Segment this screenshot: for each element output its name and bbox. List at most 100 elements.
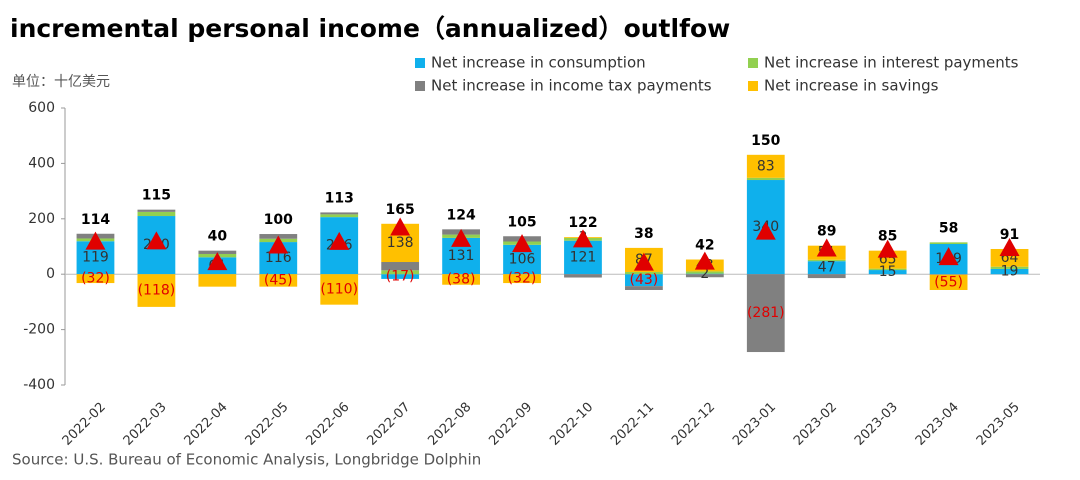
total-label: 114	[81, 212, 110, 228]
bar-segment	[137, 209, 176, 212]
x-tick-label: 2022-05	[243, 400, 292, 449]
total-marker	[572, 229, 593, 248]
y-tick-label: 400	[28, 155, 55, 171]
y-tick-label: 0	[46, 266, 55, 282]
x-tick-label: 2022-07	[364, 400, 413, 449]
bar-segment	[381, 262, 420, 271]
total-label: 113	[325, 190, 354, 206]
bar-segment	[868, 270, 907, 275]
unit-label: 单位：十亿美元	[12, 74, 110, 90]
bar-segment	[320, 214, 359, 218]
x-tick-label: 2023-04	[913, 400, 962, 449]
total-marker	[938, 247, 959, 266]
total-label: 40	[208, 229, 228, 245]
bar-segment	[137, 274, 176, 307]
total-label: 58	[939, 220, 958, 236]
x-tick-label: 2022-04	[182, 400, 231, 449]
bar-segment	[990, 268, 1029, 275]
value-label: 106	[509, 252, 536, 268]
legend-swatch	[415, 81, 425, 91]
total-label: 105	[507, 214, 536, 230]
bar-segment	[929, 274, 968, 290]
bar-segment	[625, 286, 663, 290]
bar-segment	[990, 248, 1029, 267]
y-tick-label: -200	[23, 322, 55, 338]
value-label: 47	[818, 260, 836, 276]
total-marker	[390, 217, 411, 236]
bar-segment	[929, 274, 968, 275]
bar-segment	[807, 261, 846, 275]
value-label: 116	[265, 250, 292, 266]
bar-segment	[259, 274, 298, 287]
value-label: (32)	[508, 271, 537, 287]
value-label: (43)	[630, 272, 659, 288]
value-label: 121	[570, 249, 597, 265]
total-label: 115	[142, 188, 171, 204]
bar-segment	[625, 274, 663, 287]
total-marker	[877, 239, 898, 258]
y-tick-label: 600	[28, 100, 55, 116]
x-tick-label: 2022-12	[669, 400, 718, 449]
value-label: (38)	[447, 271, 476, 287]
x-tick-label: 2022-10	[547, 400, 596, 449]
bar-segment	[320, 212, 359, 215]
bar-segment	[381, 274, 420, 279]
bar-segment	[746, 274, 785, 353]
x-tick-label: 2023-03	[852, 400, 901, 449]
value-label: (32)	[81, 271, 110, 287]
bar-segment	[320, 274, 359, 305]
total-label: 122	[568, 215, 597, 231]
bar-segment	[868, 250, 907, 269]
value-label: 138	[387, 235, 414, 251]
bar-segment	[746, 177, 785, 181]
bar-segment	[625, 271, 663, 275]
x-tick-label: 2023-02	[791, 400, 840, 449]
total-label: 42	[695, 238, 714, 254]
bar-segment	[198, 274, 237, 287]
bar-segment	[685, 274, 724, 278]
y-tick-label: 200	[28, 211, 55, 227]
total-marker	[633, 252, 654, 271]
value-label: (17)	[386, 269, 415, 285]
total-label: 124	[446, 207, 475, 223]
bar-segment	[564, 274, 602, 278]
value-label: 2	[700, 266, 709, 282]
bar-segment	[868, 268, 907, 271]
total-label: 165	[386, 202, 415, 218]
total-marker	[694, 251, 715, 270]
x-tick-label: 2023-01	[730, 400, 779, 449]
total-marker	[268, 235, 289, 254]
value-label: 131	[448, 248, 475, 264]
value-label: (45)	[264, 272, 293, 288]
bar-segment	[76, 274, 115, 284]
x-tick-label: 2022-02	[60, 400, 109, 449]
legend-label: Net increase in savings	[764, 77, 939, 95]
bar-segment	[685, 273, 724, 275]
value-label: 15	[879, 264, 897, 280]
total-label: 89	[817, 224, 836, 240]
value-label: 19	[1001, 264, 1019, 280]
legend-label: Net increase in interest payments	[764, 54, 1019, 72]
x-tick-label: 2022-03	[121, 400, 170, 449]
bar-segment	[442, 274, 480, 285]
total-marker	[146, 231, 167, 250]
total-label: 150	[751, 133, 780, 149]
source: Source: U.S. Bureau of Economic Analysis…	[12, 451, 481, 469]
bar-segment	[990, 266, 1029, 269]
total-marker	[451, 228, 472, 247]
value-label: (110)	[320, 281, 358, 297]
total-label: 85	[878, 229, 897, 245]
bar-segment	[807, 274, 846, 279]
bar-segment	[929, 242, 968, 245]
total-marker	[816, 238, 837, 257]
y-tick-label: -400	[23, 377, 55, 393]
legend-swatch	[748, 81, 758, 91]
bar-segment	[503, 274, 541, 284]
legend-label: Net increase in consumption	[431, 54, 646, 72]
chart-title: incremental personal income（annualized）o…	[10, 14, 730, 43]
legend-swatch	[748, 58, 758, 68]
x-tick-label: 2022-06	[303, 400, 352, 449]
legend-swatch	[415, 58, 425, 68]
x-tick-label: 2022-08	[425, 400, 474, 449]
